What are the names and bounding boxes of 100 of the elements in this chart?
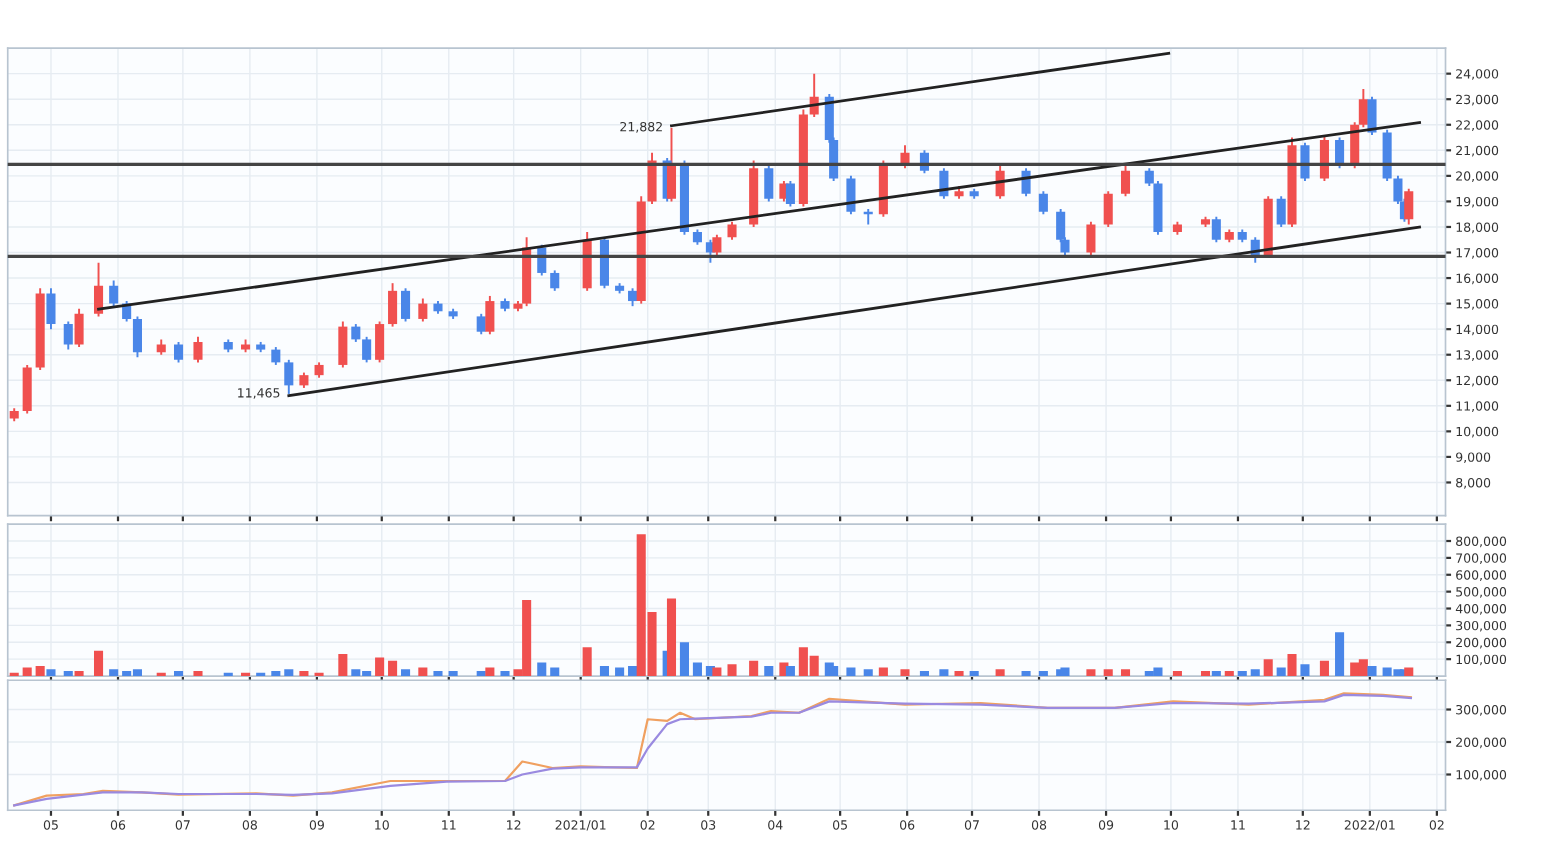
bar — [666, 598, 677, 677]
candlestick — [132, 315, 142, 359]
bar — [749, 660, 759, 677]
candlestick — [284, 358, 294, 395]
bar — [919, 670, 929, 677]
bar — [46, 669, 56, 677]
bar — [388, 660, 398, 677]
bar — [995, 669, 1005, 677]
bar — [173, 670, 184, 677]
bar — [1335, 632, 1345, 677]
bar — [1350, 662, 1360, 677]
candlestick — [338, 320, 348, 369]
bar — [900, 669, 910, 677]
bar — [727, 664, 737, 677]
candlestick — [22, 363, 32, 415]
candlestick — [46, 287, 56, 331]
candlestick — [764, 164, 774, 203]
candlestick — [193, 335, 203, 364]
bar — [1300, 664, 1310, 677]
bar — [1038, 670, 1048, 677]
bar — [35, 665, 45, 677]
bar — [764, 665, 774, 677]
bar — [846, 667, 856, 677]
candlestick — [94, 261, 104, 318]
candlestick — [1038, 190, 1048, 216]
bar — [1287, 654, 1297, 677]
bar — [1250, 669, 1260, 677]
bar — [418, 667, 428, 677]
bar — [485, 667, 495, 677]
bar — [939, 669, 949, 677]
candlestick — [1382, 128, 1392, 182]
bar — [692, 662, 702, 677]
bar — [712, 667, 722, 677]
candlestick — [712, 233, 722, 257]
bar — [615, 667, 625, 677]
candlestick — [74, 307, 84, 349]
bar — [1276, 667, 1286, 677]
bar — [1263, 659, 1273, 677]
bar — [1358, 659, 1368, 677]
bar — [1021, 670, 1031, 677]
candlestick — [1367, 95, 1377, 136]
bar — [193, 670, 203, 677]
bar — [1103, 669, 1113, 677]
bar — [299, 670, 309, 677]
bar — [954, 670, 964, 677]
candlestick — [599, 236, 609, 290]
bar — [271, 670, 281, 677]
bar — [1172, 670, 1182, 677]
candlestick — [485, 294, 495, 336]
bar — [1224, 670, 1234, 677]
bar — [63, 670, 73, 677]
bar — [109, 669, 119, 677]
bar — [1153, 667, 1163, 677]
candlestick — [375, 320, 385, 364]
bar — [550, 667, 560, 677]
candlestick — [785, 180, 795, 208]
bar — [599, 665, 609, 677]
candlestick — [476, 312, 486, 336]
bar — [1237, 670, 1247, 677]
bar — [1200, 670, 1211, 677]
bar — [582, 647, 592, 677]
bar — [969, 670, 979, 677]
candlestick — [846, 174, 856, 216]
candlestick — [1086, 220, 1096, 257]
candlestick — [362, 335, 372, 364]
bar — [628, 665, 638, 677]
candlestick — [109, 279, 119, 308]
bar — [1086, 669, 1096, 677]
bar — [338, 654, 348, 677]
bar — [433, 670, 443, 677]
bar — [785, 665, 795, 677]
bar — [1319, 660, 1329, 677]
candlestick — [388, 282, 398, 328]
bar — [878, 667, 888, 677]
bar — [829, 665, 839, 677]
bar — [1120, 669, 1131, 677]
bar — [375, 657, 385, 677]
candlestick — [63, 320, 73, 351]
candlestick — [401, 287, 411, 323]
bar — [1367, 665, 1377, 677]
bar — [74, 670, 84, 677]
candlestick — [1120, 162, 1131, 198]
candlestick — [173, 340, 184, 364]
candlestick — [418, 297, 428, 323]
candlestick — [1103, 190, 1113, 228]
bar — [401, 669, 411, 677]
bar — [500, 670, 510, 677]
candlestick — [1211, 215, 1221, 244]
candlestick — [1300, 141, 1310, 182]
bar — [22, 667, 32, 677]
bar — [1382, 667, 1392, 677]
bar — [94, 650, 104, 677]
bar — [679, 642, 689, 677]
bar — [448, 670, 458, 677]
bar — [863, 669, 873, 677]
bar — [1211, 670, 1221, 677]
candlestick — [666, 126, 677, 203]
candlestick — [647, 151, 657, 205]
bar — [537, 662, 547, 677]
candlestick — [550, 269, 560, 292]
